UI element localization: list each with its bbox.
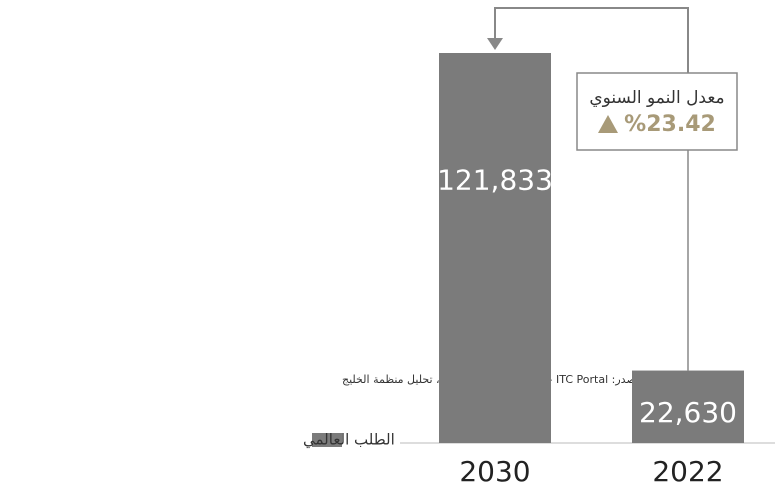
bar [632,370,744,443]
value-label: 121,833 [437,164,553,197]
growth-arrow [494,7,689,73]
growth-value: %23.42 [624,112,716,137]
legend-label: الطلب العالمي [303,431,395,450]
arrow-head [487,38,503,50]
value-label: 22,630 [639,396,737,429]
x-tick-label: 2022 [652,455,723,488]
growth-title: معدل النمو السنوي [589,88,724,108]
legend-swatch [312,433,342,447]
growth-box [576,72,738,151]
x-tick-label: 2030 [459,455,530,488]
growth-triangle [598,115,618,133]
bar [439,53,551,443]
